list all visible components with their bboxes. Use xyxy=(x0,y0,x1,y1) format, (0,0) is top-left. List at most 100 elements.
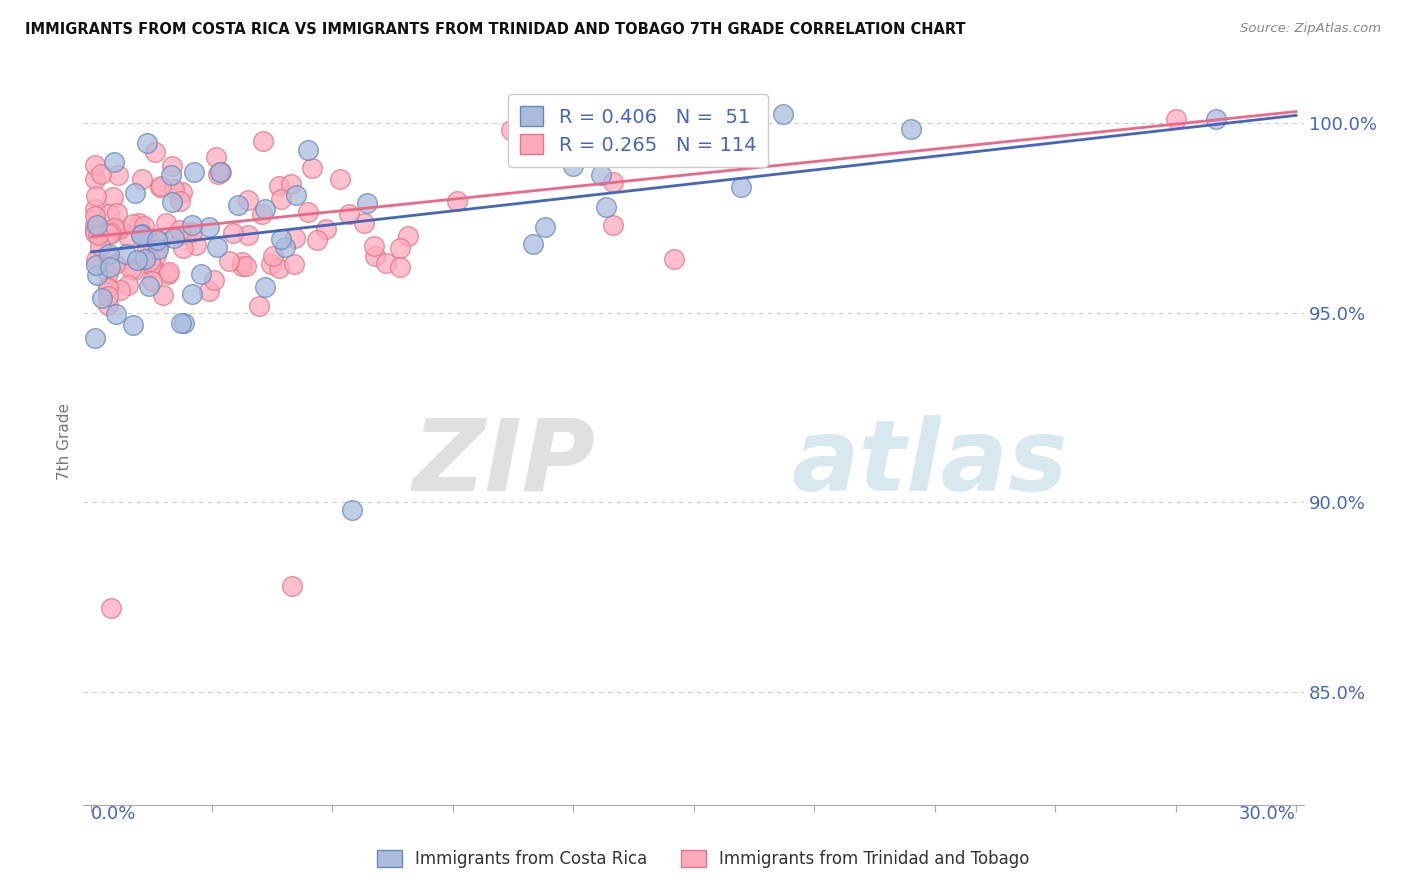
Point xyxy=(170,316,193,330)
Point xyxy=(665,122,688,136)
Point xyxy=(160,159,183,173)
Point xyxy=(260,257,283,271)
Point xyxy=(363,238,385,252)
Point xyxy=(84,259,107,273)
Point xyxy=(202,272,225,286)
Point xyxy=(169,223,191,237)
Point xyxy=(131,228,153,243)
Point xyxy=(337,206,360,220)
Point xyxy=(236,227,259,242)
Point xyxy=(108,222,131,236)
Point xyxy=(157,267,180,281)
Point xyxy=(270,192,292,206)
Point xyxy=(534,220,557,235)
Point xyxy=(142,260,165,274)
Point xyxy=(301,161,323,175)
Point xyxy=(132,219,155,234)
Point xyxy=(97,279,120,293)
Point xyxy=(522,236,544,251)
Point xyxy=(396,228,419,243)
Point xyxy=(107,168,129,182)
Point xyxy=(84,223,107,237)
Point xyxy=(103,220,125,235)
Point xyxy=(253,279,276,293)
Point xyxy=(262,249,284,263)
Point xyxy=(149,180,172,194)
Point xyxy=(145,248,167,262)
Point xyxy=(145,233,167,247)
Point xyxy=(136,243,159,257)
Point xyxy=(284,231,307,245)
Point xyxy=(267,179,290,194)
Point xyxy=(90,292,112,306)
Point xyxy=(89,239,111,253)
Point xyxy=(315,221,337,235)
Point xyxy=(84,253,107,268)
Point xyxy=(97,298,120,312)
Point xyxy=(108,283,131,297)
Point xyxy=(235,259,257,273)
Point xyxy=(94,248,117,262)
Point xyxy=(283,257,305,271)
Point xyxy=(446,194,468,208)
Point xyxy=(163,182,186,196)
Point xyxy=(86,219,108,233)
Point xyxy=(100,227,122,241)
Text: Source: ZipAtlas.com: Source: ZipAtlas.com xyxy=(1240,22,1381,36)
Point xyxy=(84,209,107,223)
Point xyxy=(104,257,127,271)
Point xyxy=(172,241,194,255)
Point xyxy=(173,317,195,331)
Point xyxy=(285,188,308,202)
Point xyxy=(499,123,522,137)
Point xyxy=(1205,112,1227,127)
Point xyxy=(267,260,290,275)
Text: ZIP: ZIP xyxy=(413,415,596,512)
Point xyxy=(103,155,125,169)
Point xyxy=(122,262,145,277)
Point xyxy=(270,232,292,246)
Point xyxy=(86,268,108,282)
Point xyxy=(181,225,204,239)
Point xyxy=(280,177,302,191)
Point xyxy=(136,232,159,246)
Point xyxy=(205,240,228,254)
Point xyxy=(602,175,624,189)
Text: atlas: atlas xyxy=(792,415,1067,512)
Point xyxy=(84,227,107,241)
Point xyxy=(115,247,138,261)
Point xyxy=(252,135,274,149)
Legend: Immigrants from Costa Rica, Immigrants from Trinidad and Tobago: Immigrants from Costa Rica, Immigrants f… xyxy=(370,843,1036,875)
Point xyxy=(772,107,794,121)
Point xyxy=(105,205,128,219)
Legend: R = 0.406   N =  51, R = 0.265   N = 114: R = 0.406 N = 51, R = 0.265 N = 114 xyxy=(508,95,768,167)
Point xyxy=(131,227,153,241)
Point xyxy=(170,185,193,199)
Point xyxy=(138,278,160,293)
Point xyxy=(562,120,585,135)
Point xyxy=(664,252,686,266)
Point xyxy=(342,502,364,516)
Point xyxy=(97,266,120,280)
Point xyxy=(218,253,240,268)
Point xyxy=(141,258,163,272)
Point xyxy=(146,242,169,256)
Point xyxy=(84,331,107,345)
Point xyxy=(190,267,212,281)
Point xyxy=(122,318,145,332)
Point xyxy=(120,261,142,276)
Point xyxy=(181,219,204,233)
Point xyxy=(86,227,108,242)
Point xyxy=(900,121,922,136)
Point xyxy=(97,281,120,295)
Point xyxy=(208,165,231,179)
Point xyxy=(250,207,273,221)
Point xyxy=(198,220,221,235)
Point xyxy=(124,186,146,200)
Point xyxy=(97,288,120,302)
Point xyxy=(149,235,172,250)
Point xyxy=(84,188,107,202)
Point xyxy=(183,165,205,179)
Point xyxy=(222,227,245,241)
Point xyxy=(131,172,153,186)
